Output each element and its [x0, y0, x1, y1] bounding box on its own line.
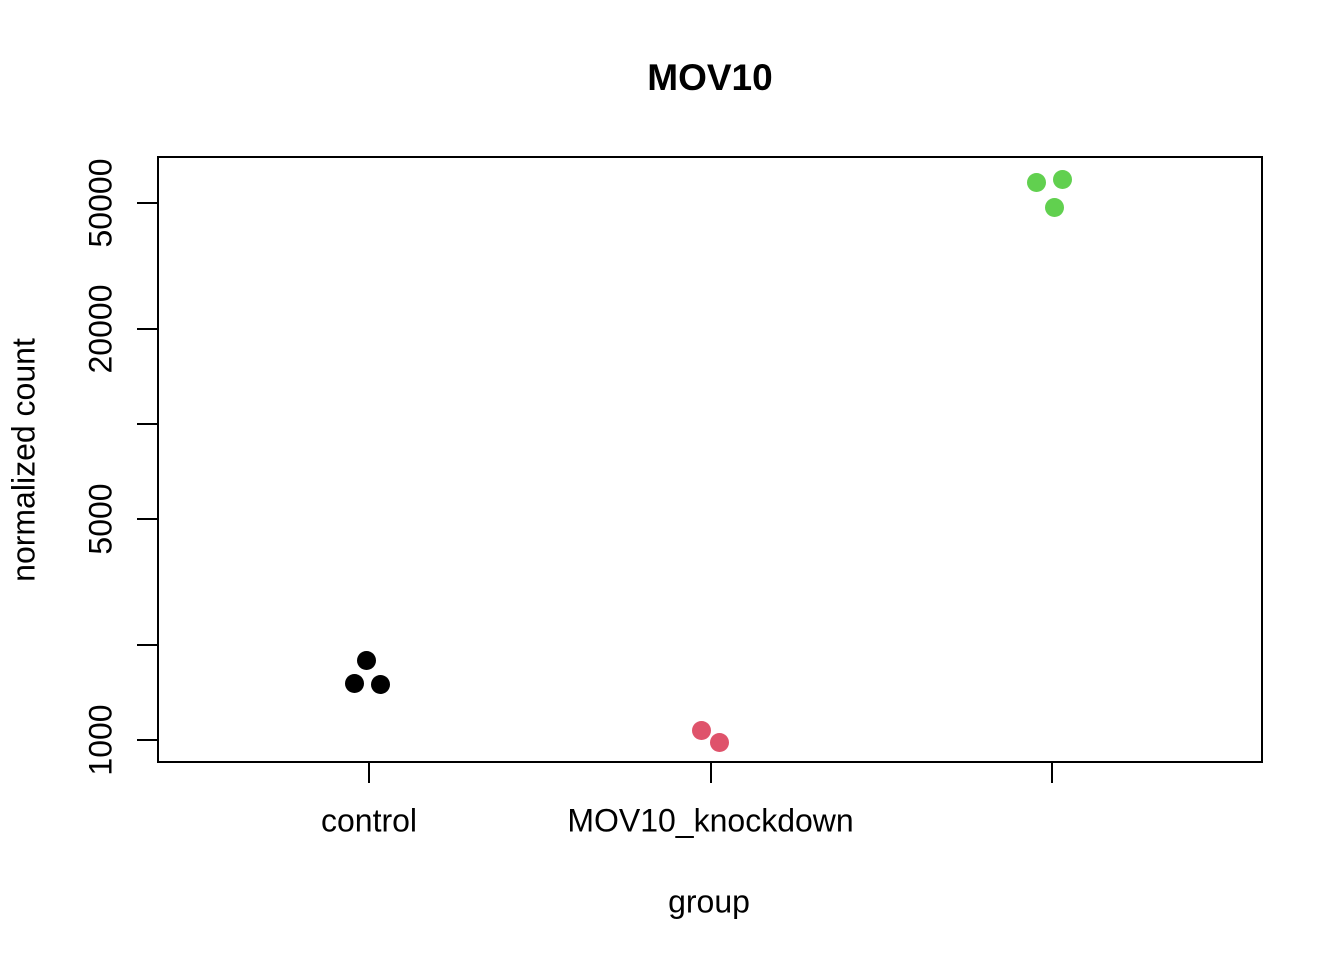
x-tick-mark — [709, 763, 712, 783]
data-point — [1044, 197, 1064, 217]
data-point — [692, 720, 711, 740]
y-tick-label: 20000 — [82, 284, 119, 374]
y-tick-label: 5000 — [82, 483, 119, 555]
x-axis-label: group — [668, 883, 750, 920]
data-point — [1052, 169, 1072, 189]
plot-title: MOV10 — [647, 57, 773, 98]
y-tick-label: 1000 — [82, 704, 119, 776]
data-point — [344, 674, 364, 694]
y-tick-mark — [137, 739, 157, 741]
y-tick-mark — [137, 202, 157, 205]
y-tick-mark — [137, 423, 157, 425]
y-tick-label: 50000 — [82, 158, 119, 248]
data-point — [356, 651, 376, 671]
x-tick-label: control — [320, 802, 418, 839]
data-point — [1026, 173, 1046, 193]
x-tick-mark — [368, 763, 370, 783]
y-tick-mark — [137, 327, 157, 330]
y-tick-mark — [137, 643, 157, 646]
plot-area-box — [157, 156, 1263, 763]
y-axis-label: normalized count — [5, 338, 42, 582]
x-tick-label: MOV10_knockdown — [567, 802, 854, 839]
x-tick-mark — [1051, 763, 1053, 783]
data-point — [710, 732, 729, 752]
data-point — [370, 675, 390, 695]
y-tick-mark — [137, 518, 157, 521]
